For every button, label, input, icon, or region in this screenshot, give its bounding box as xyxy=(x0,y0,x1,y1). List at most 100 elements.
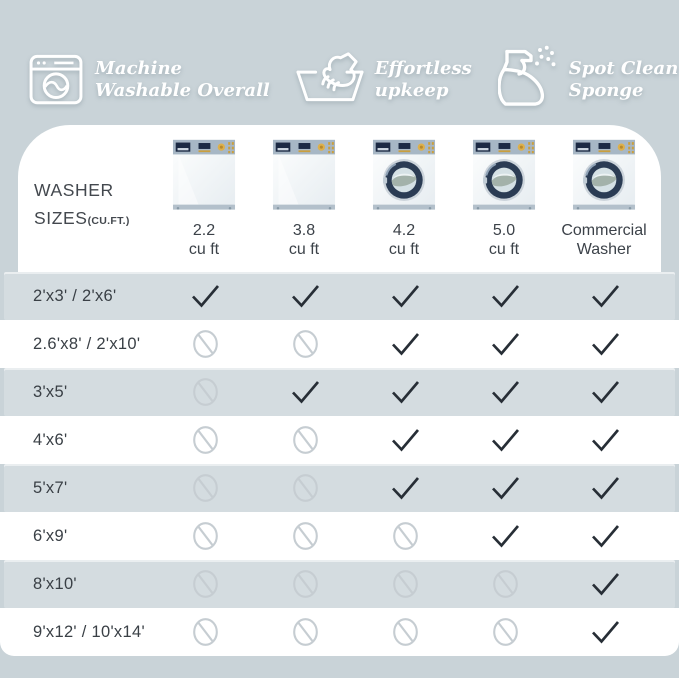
compatibility-cell xyxy=(555,427,655,453)
compatibility-cell xyxy=(455,379,555,405)
compatibility-cell xyxy=(555,475,655,501)
feature-spot-clean: Spot Clean Sponge xyxy=(497,44,679,116)
not-allowed-icon xyxy=(192,522,218,550)
table-row: 2.6'x8' / 2'x10' xyxy=(0,320,679,368)
rug-size-label: 4'x6' xyxy=(33,430,68,449)
compatibility-cell xyxy=(355,379,455,405)
compatibility-cell xyxy=(155,425,255,455)
not-allowed-icon xyxy=(192,426,218,454)
washer-size-label: 5.0 cu ft xyxy=(488,221,520,259)
compatibility-cell xyxy=(155,377,255,407)
washer-size-label: 3.8 cu ft xyxy=(288,221,320,259)
rug-size-label: 6'x9' xyxy=(33,526,68,545)
compatibility-cell xyxy=(455,427,555,453)
top-load-washer-illustration xyxy=(172,139,236,210)
front-load-washer-illustration xyxy=(472,139,536,210)
washer-image xyxy=(271,138,337,216)
check-icon xyxy=(391,285,419,308)
compatibility-cell xyxy=(155,617,255,647)
feature-label: Spot Clean Sponge xyxy=(569,58,679,100)
compatibility-cell xyxy=(255,329,355,359)
check-icon xyxy=(391,333,419,356)
not-allowed-icon xyxy=(292,570,318,598)
table-row: 6'x9' xyxy=(0,512,679,560)
compatibility-cell xyxy=(455,523,555,549)
feature-text-line: Washable Overall xyxy=(95,79,270,101)
compatibility-cell xyxy=(555,523,655,549)
compatibility-cell xyxy=(355,475,455,501)
feature-text-line: Spot Clean xyxy=(568,58,679,80)
front-load-washer-illustration xyxy=(572,139,636,210)
washer-column: 3.8 cu ft xyxy=(254,138,354,272)
rug-size-label: 2'x3' / 2'x6' xyxy=(33,286,117,305)
check-icon xyxy=(591,429,619,452)
compatibility-cell xyxy=(155,569,255,599)
washer-compatibility-table: 2'x3' / 2'x6' 2.6'x8' / 2'x10' 3'x5' 4'x6' 5… xyxy=(0,272,679,656)
check-icon xyxy=(591,477,619,500)
title-line-2: SIZES(CU.FT.) xyxy=(34,207,130,228)
spray-bottle-icon xyxy=(497,45,556,106)
not-allowed-icon xyxy=(192,570,218,598)
not-allowed-icon xyxy=(192,378,218,406)
compatibility-cell xyxy=(455,331,555,357)
check-icon xyxy=(391,429,419,452)
not-allowed-icon xyxy=(292,426,318,454)
compatibility-cell xyxy=(455,569,555,599)
washer-size-label: 4.2 cu ft xyxy=(388,221,420,259)
compatibility-cell xyxy=(355,617,455,647)
feature-machine-washable: Machine Washable Overall xyxy=(28,52,270,108)
not-allowed-icon xyxy=(392,618,418,646)
not-allowed-icon xyxy=(292,474,318,502)
rug-size-label: 8'x10' xyxy=(33,574,77,593)
not-allowed-icon xyxy=(492,618,518,646)
not-allowed-icon xyxy=(292,330,318,358)
washer-size-label: Commercial Washer xyxy=(561,221,647,259)
compatibility-cell xyxy=(355,427,455,453)
washer-image xyxy=(371,138,437,216)
not-allowed-icon xyxy=(192,618,218,646)
feature-text-line: Sponge xyxy=(568,79,644,101)
check-icon xyxy=(591,381,619,404)
not-allowed-icon xyxy=(392,570,418,598)
check-icon xyxy=(391,477,419,500)
not-allowed-icon xyxy=(292,522,318,550)
rug-size-label: 3'x5' xyxy=(33,382,68,401)
compatibility-cell xyxy=(355,331,455,357)
feature-text-line: Effortless xyxy=(374,58,472,80)
check-icon xyxy=(591,333,619,356)
compatibility-cell xyxy=(555,571,655,597)
check-icon xyxy=(491,525,519,548)
compatibility-cell xyxy=(555,283,655,309)
washer-column: 5.0 cu ft xyxy=(454,138,554,272)
table-row: 2'x3' / 2'x6' xyxy=(4,272,675,320)
front-load-washer-illustration xyxy=(372,139,436,210)
check-icon xyxy=(491,285,519,308)
check-icon xyxy=(291,381,319,404)
table-row: 3'x5' xyxy=(4,368,675,416)
title-line-1: WASHER xyxy=(34,179,114,200)
table-row: 5'x7' xyxy=(4,464,675,512)
compatibility-cell xyxy=(155,473,255,503)
washer-column: 2.2 cu ft xyxy=(154,138,254,272)
check-icon xyxy=(491,333,519,356)
washer-sizes-panel: WASHER SIZES(CU.FT.) 2.2 cu ft 3.8 cu ft 4.2… xyxy=(18,125,661,272)
check-icon xyxy=(491,429,519,452)
feature-label: Effortless upkeep xyxy=(375,58,472,100)
top-load-washer-illustration xyxy=(272,139,336,210)
table-row: 4'x6' xyxy=(0,416,679,464)
not-allowed-icon xyxy=(192,330,218,358)
not-allowed-icon xyxy=(192,474,218,502)
compatibility-cell xyxy=(255,425,355,455)
compatibility-cell xyxy=(255,569,355,599)
washer-column: Commercial Washer xyxy=(554,138,654,272)
features-header: Machine Washable Overall Effortless upke… xyxy=(0,0,679,125)
washer-sizes-title: WASHER SIZES(CU.FT.) xyxy=(18,166,154,232)
rug-size-label: 5'x7' xyxy=(33,478,68,497)
rug-size-label: 2.6'x8' / 2'x10' xyxy=(33,334,141,353)
table-row: 8'x10' xyxy=(4,560,675,608)
check-icon xyxy=(191,285,219,308)
compatibility-cell xyxy=(555,331,655,357)
compatibility-cell xyxy=(255,379,355,405)
washer-image xyxy=(571,138,637,216)
feature-text-line: Machine xyxy=(95,58,183,80)
